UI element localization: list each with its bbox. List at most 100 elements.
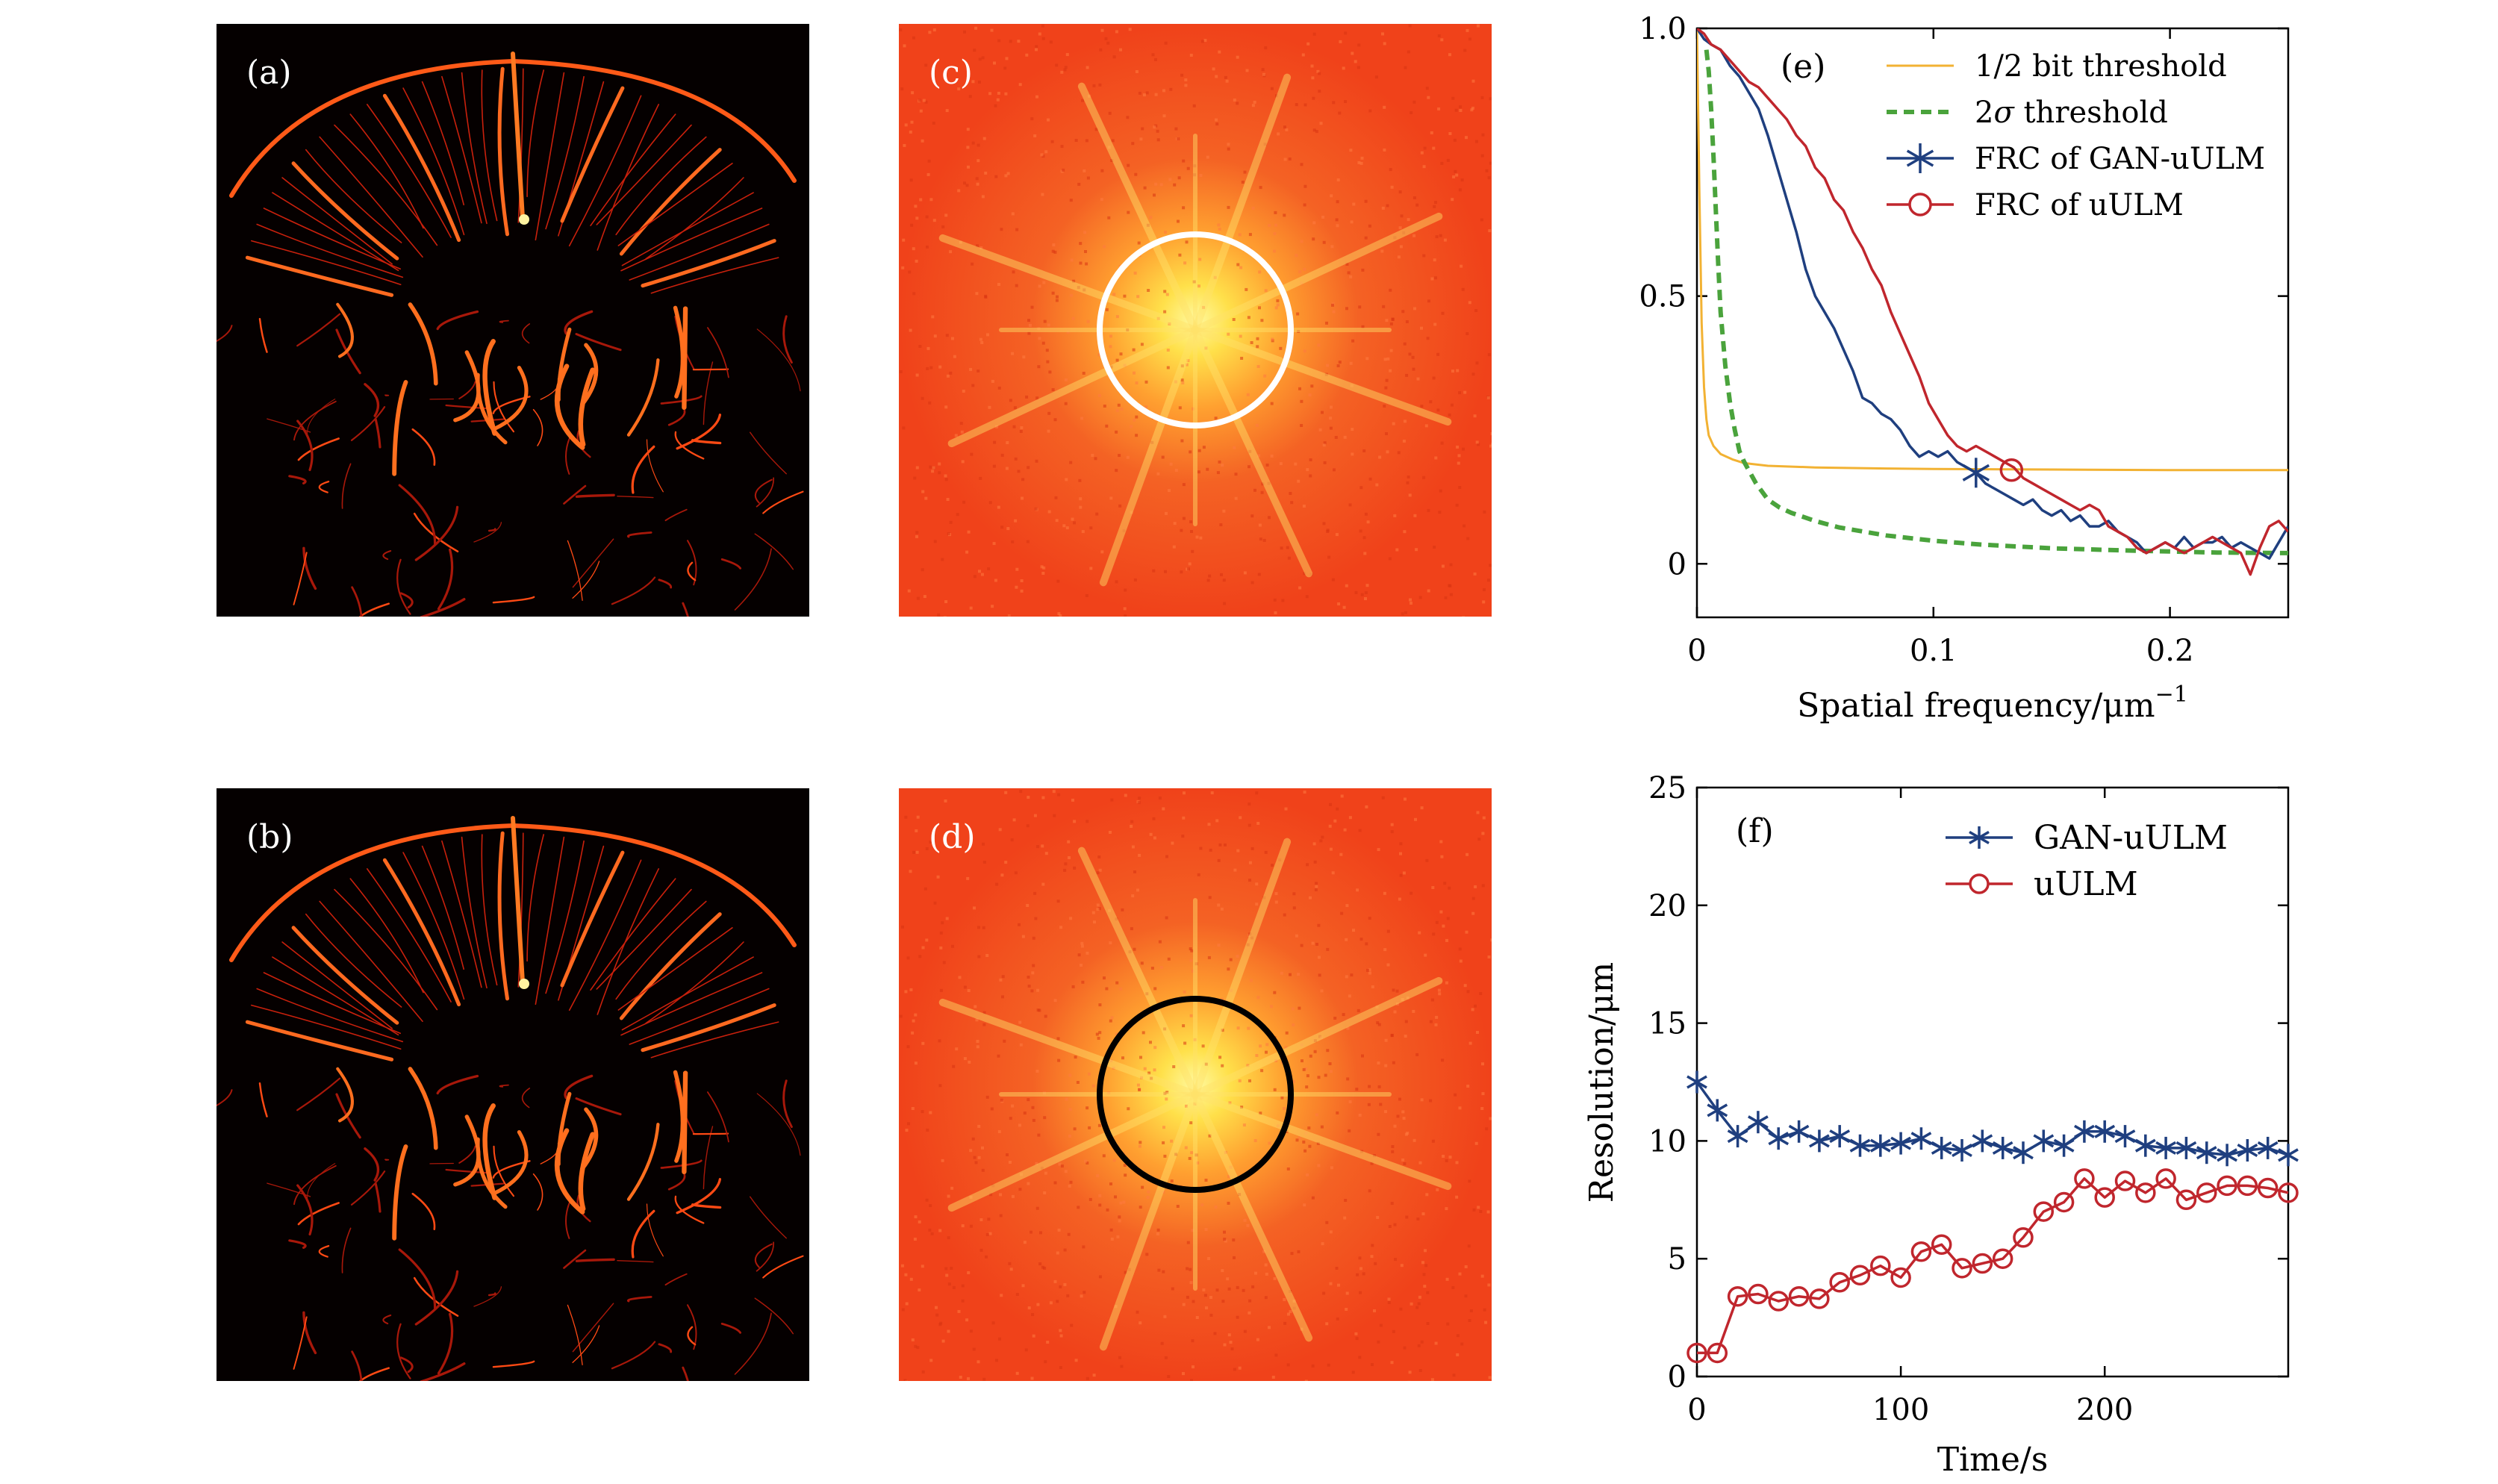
noise-speckle <box>1088 1072 1091 1076</box>
noise-speckle <box>1018 923 1021 926</box>
vessel <box>473 522 502 543</box>
noise-speckle <box>991 379 994 383</box>
vessel <box>734 1312 772 1375</box>
noise-speckle <box>1177 219 1180 223</box>
noise-speckle <box>1118 1215 1121 1219</box>
vessel <box>617 1260 654 1263</box>
noise-speckle <box>982 1377 986 1381</box>
noise-speckle <box>1128 28 1132 31</box>
noise-speckle <box>1399 842 1403 846</box>
noise-speckle <box>1220 997 1224 1001</box>
y-tick-label: 10 <box>1648 1124 1686 1159</box>
noise-speckle <box>1320 1125 1324 1129</box>
noise-speckle <box>1085 139 1088 143</box>
noise-speckle <box>1063 868 1067 872</box>
series-line-frc-of-uulm <box>1697 28 2288 576</box>
noise-speckle <box>1208 574 1212 578</box>
noise-speckle <box>1390 1202 1394 1205</box>
noise-speckle <box>1481 884 1485 888</box>
noise-speckle <box>1135 434 1139 437</box>
noise-speckle <box>1230 1347 1234 1350</box>
noise-speckle <box>1328 824 1332 828</box>
noise-speckle <box>1415 1053 1419 1056</box>
data-point-gan-uulm <box>1972 1129 1993 1153</box>
noise-speckle <box>1294 462 1298 466</box>
noise-speckle <box>1287 556 1291 560</box>
noise-speckle <box>1227 143 1230 146</box>
noise-speckle <box>966 876 970 880</box>
noise-speckle <box>1264 850 1268 854</box>
noise-speckle <box>1182 159 1186 163</box>
noise-speckle <box>985 1233 989 1236</box>
noise-speckle <box>923 887 927 891</box>
noise-speckle <box>1027 319 1030 322</box>
noise-speckle <box>1465 930 1468 934</box>
vessel <box>646 439 664 493</box>
noise-speckle <box>1489 444 1492 448</box>
noise-speckle <box>984 294 988 298</box>
noise-speckle <box>1245 287 1248 291</box>
noise-speckle <box>1345 307 1348 311</box>
noise-speckle <box>1229 1165 1233 1169</box>
noise-speckle <box>1233 868 1237 872</box>
vessel <box>572 561 600 599</box>
noise-speckle <box>1290 501 1294 505</box>
noise-speckle <box>1200 40 1204 43</box>
vessel <box>392 380 408 476</box>
vessel <box>590 878 676 991</box>
vessel <box>621 192 754 266</box>
vessel <box>673 305 685 399</box>
noise-speckle <box>1304 1067 1308 1070</box>
noise-speckle <box>990 28 994 32</box>
noise-speckle <box>1383 891 1386 895</box>
noise-speckle <box>1458 486 1462 489</box>
vessel <box>258 1082 268 1117</box>
noise-speckle <box>1221 1300 1225 1303</box>
noise-speckle <box>1120 1365 1124 1368</box>
noise-speckle <box>1300 163 1303 166</box>
noise-speckle <box>939 988 943 992</box>
noise-speckle <box>1097 907 1101 911</box>
noise-speckle <box>1133 947 1136 951</box>
noise-speckle <box>1343 435 1347 439</box>
noise-speckle <box>1271 1375 1275 1379</box>
noise-speckle <box>1475 440 1479 444</box>
noise-speckle <box>1204 1179 1208 1182</box>
noise-speckle <box>1468 1319 1471 1322</box>
vessel <box>687 561 697 582</box>
noise-speckle <box>1140 1076 1143 1079</box>
noise-speckle <box>957 1309 961 1313</box>
spectrum-map-d <box>899 788 1492 1381</box>
vessel <box>691 439 722 445</box>
noise-speckle <box>1081 99 1084 102</box>
noise-speckle <box>947 1236 950 1240</box>
vessel <box>511 816 525 985</box>
noise-speckle <box>1202 1288 1206 1291</box>
vessel <box>413 1276 459 1317</box>
vessel-image-b: (b) <box>217 788 809 1381</box>
noise-speckle <box>1383 358 1387 361</box>
spectrum-streak <box>1099 838 1292 1351</box>
noise-speckle <box>1344 1199 1348 1202</box>
noise-speckle <box>1078 478 1082 482</box>
vessel <box>384 394 390 396</box>
noise-speckle <box>1162 1191 1165 1194</box>
noise-speckle <box>1368 1189 1371 1193</box>
noise-speckle <box>1019 1173 1023 1176</box>
noise-speckle <box>1003 1039 1006 1043</box>
noise-speckle <box>991 1184 995 1188</box>
noise-speckle <box>1032 936 1035 940</box>
noise-speckle <box>1215 75 1218 78</box>
noise-speckle <box>1336 364 1340 367</box>
noise-speckle <box>1376 1215 1380 1219</box>
noise-speckle <box>1263 143 1267 146</box>
noise-speckle <box>942 961 946 964</box>
vessel <box>564 310 594 335</box>
noise-speckle <box>1300 240 1303 243</box>
noise-speckle <box>1091 454 1094 457</box>
noise-speckle <box>1152 817 1156 820</box>
noise-speckle <box>1033 814 1037 817</box>
noise-speckle <box>1026 540 1030 543</box>
noise-speckle <box>950 1186 954 1190</box>
noise-speckle <box>1147 289 1150 292</box>
